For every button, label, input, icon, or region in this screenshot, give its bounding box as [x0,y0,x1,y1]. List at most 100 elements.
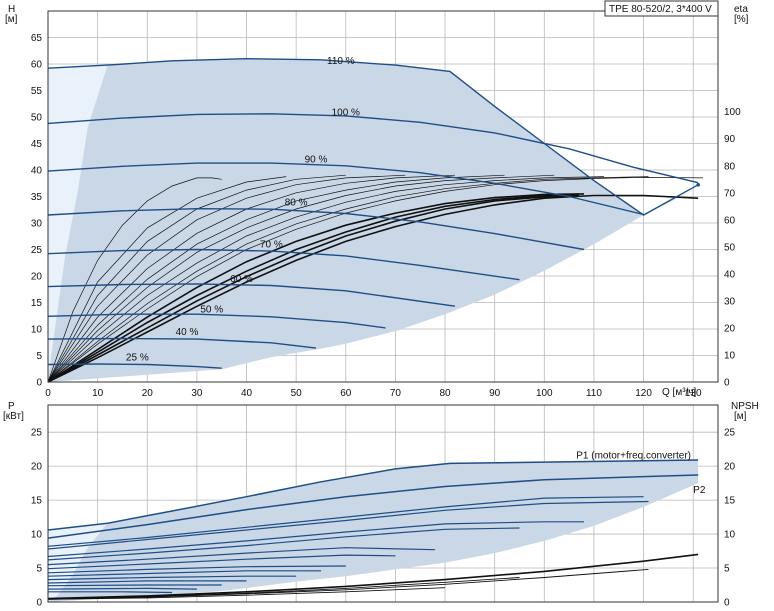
y-tick-label: 5 [36,564,42,575]
power-curve [47,570,321,577]
y-tick-label: 15 [31,496,43,507]
y-tick-label: 25 [31,245,43,256]
power-curve [47,584,222,587]
x-tick-label: 50 [291,388,303,399]
speed-curve-label: 40 % [176,327,199,338]
speed-curve [47,337,317,349]
power-curve [47,565,346,574]
y-axis-unit-p: [кВт] [3,411,24,422]
x-tick-label: 40 [241,388,253,399]
y2-tick-label: 10 [724,350,736,361]
operating-region-power [48,460,699,602]
y2-tick-label: 25 [724,428,736,439]
y2-tick-label: 0 [724,378,730,389]
y-axis-label-h: H [8,4,15,15]
x-tick-label: 110 [586,388,602,399]
x-tick-label: 20 [142,388,154,399]
y2-axis-label-npsh: NPSH [731,401,759,412]
speed-curve-label: 60 % [230,274,253,285]
efficiency-curve [47,193,580,383]
power-curve [47,527,520,561]
npsh-curve [47,553,699,600]
efficiency-curve [47,176,604,383]
y-tick-label: 60 [31,60,43,71]
efficiency-curve [47,176,287,383]
head-efficiency-panel: 0 10 20 30 40 50 60 70 80 90 100 110 120 130051015202… [31,10,741,399]
x-tick-label: 120 [635,388,652,399]
y-tick-label: 20 [31,462,43,473]
y-tick-label: 30 [31,219,43,230]
speed-curve [47,283,456,307]
y-tick-label: 10 [31,325,43,336]
efficiency-curve [47,177,704,383]
chart-title: TPE 80-520/2, 3*400 V [609,4,712,15]
power-curve [47,587,197,590]
x-axis-label-q: Q [м³/ч] [662,387,697,398]
y2-tick-label: 5 [724,564,730,575]
y2-tick-label: 10 [724,530,736,541]
efficiency-curve [47,174,505,383]
power-series-line [47,474,699,539]
efficiency-curve [47,174,555,383]
speed-curve [47,162,644,216]
efficiency-curve [47,176,649,383]
x-tick-label: 0 [45,388,51,399]
efficiency-curve [47,193,585,383]
y-tick-label: 50 [31,113,43,124]
power-curve [47,521,584,558]
efficiency-curve [47,177,222,383]
speed-curve-label: 70 % [260,239,283,250]
npsh-curve [47,587,446,600]
power-curve [47,496,644,547]
plot-frame-top [47,10,719,383]
speed-curve [47,363,222,369]
power-series-label: P1 (motor+freq.converter) [576,451,691,462]
npsh-curve [47,568,649,600]
y2-tick-label: 50 [724,242,736,253]
y2-tick-label: 100 [724,107,741,118]
y2-tick-label: 20 [724,323,736,334]
speed-curve [47,57,699,216]
y2-tick-label: 90 [724,134,736,145]
y-tick-label: 20 [31,272,43,283]
y2-tick-label: 40 [724,269,736,280]
x-tick-label: 130 [685,388,702,399]
x-tick-label: 10 [92,388,104,399]
y-tick-label: 55 [31,86,43,97]
operating-region [48,58,699,382]
y-axis-unit-h: [м] [5,14,18,25]
power-npsh-panel: 0 5 10 15 20 25 0 5 10 15 20 25 P1 (motor+freq.conve… [31,404,736,609]
y-tick-label: 10 [31,530,43,541]
y-tick-label: 0 [36,598,42,609]
x-tick-label: 100 [536,388,553,399]
speed-curve-label: 50 % [200,305,223,316]
y2-tick-label: 60 [724,215,736,226]
y2-tick-label: 20 [724,462,736,473]
efficiency-curve [47,194,699,383]
y-tick-label: 45 [31,139,43,150]
y2-axis-unit-npsh: [м] [734,411,747,422]
speed-curve-label: 90 % [305,155,328,166]
x-tick-label: 60 [340,388,352,399]
power-curve [47,547,436,566]
power-curve [47,575,297,581]
y-tick-label: 0 [36,378,42,389]
y2-tick-label: 80 [724,161,736,172]
low-flow-region [48,65,108,382]
y-tick-label: 40 [31,166,43,177]
power-curve [48,591,173,594]
end-point-marker [696,183,700,187]
y2-tick-label: 30 [724,296,736,307]
speed-curve-label: 100 % [332,107,360,118]
y2-tick-label: 0 [724,598,730,609]
speed-curve [47,207,585,251]
plot-frame-bottom [47,404,719,603]
y-tick-label: 65 [31,33,43,44]
y-tick-label: 35 [31,192,43,203]
x-tick-label: 90 [489,388,501,399]
x-tick-label: 70 [390,388,402,399]
y2-tick-label: 15 [724,496,736,507]
speed-curve [47,113,699,184]
power-series-label: P2 [693,485,706,496]
